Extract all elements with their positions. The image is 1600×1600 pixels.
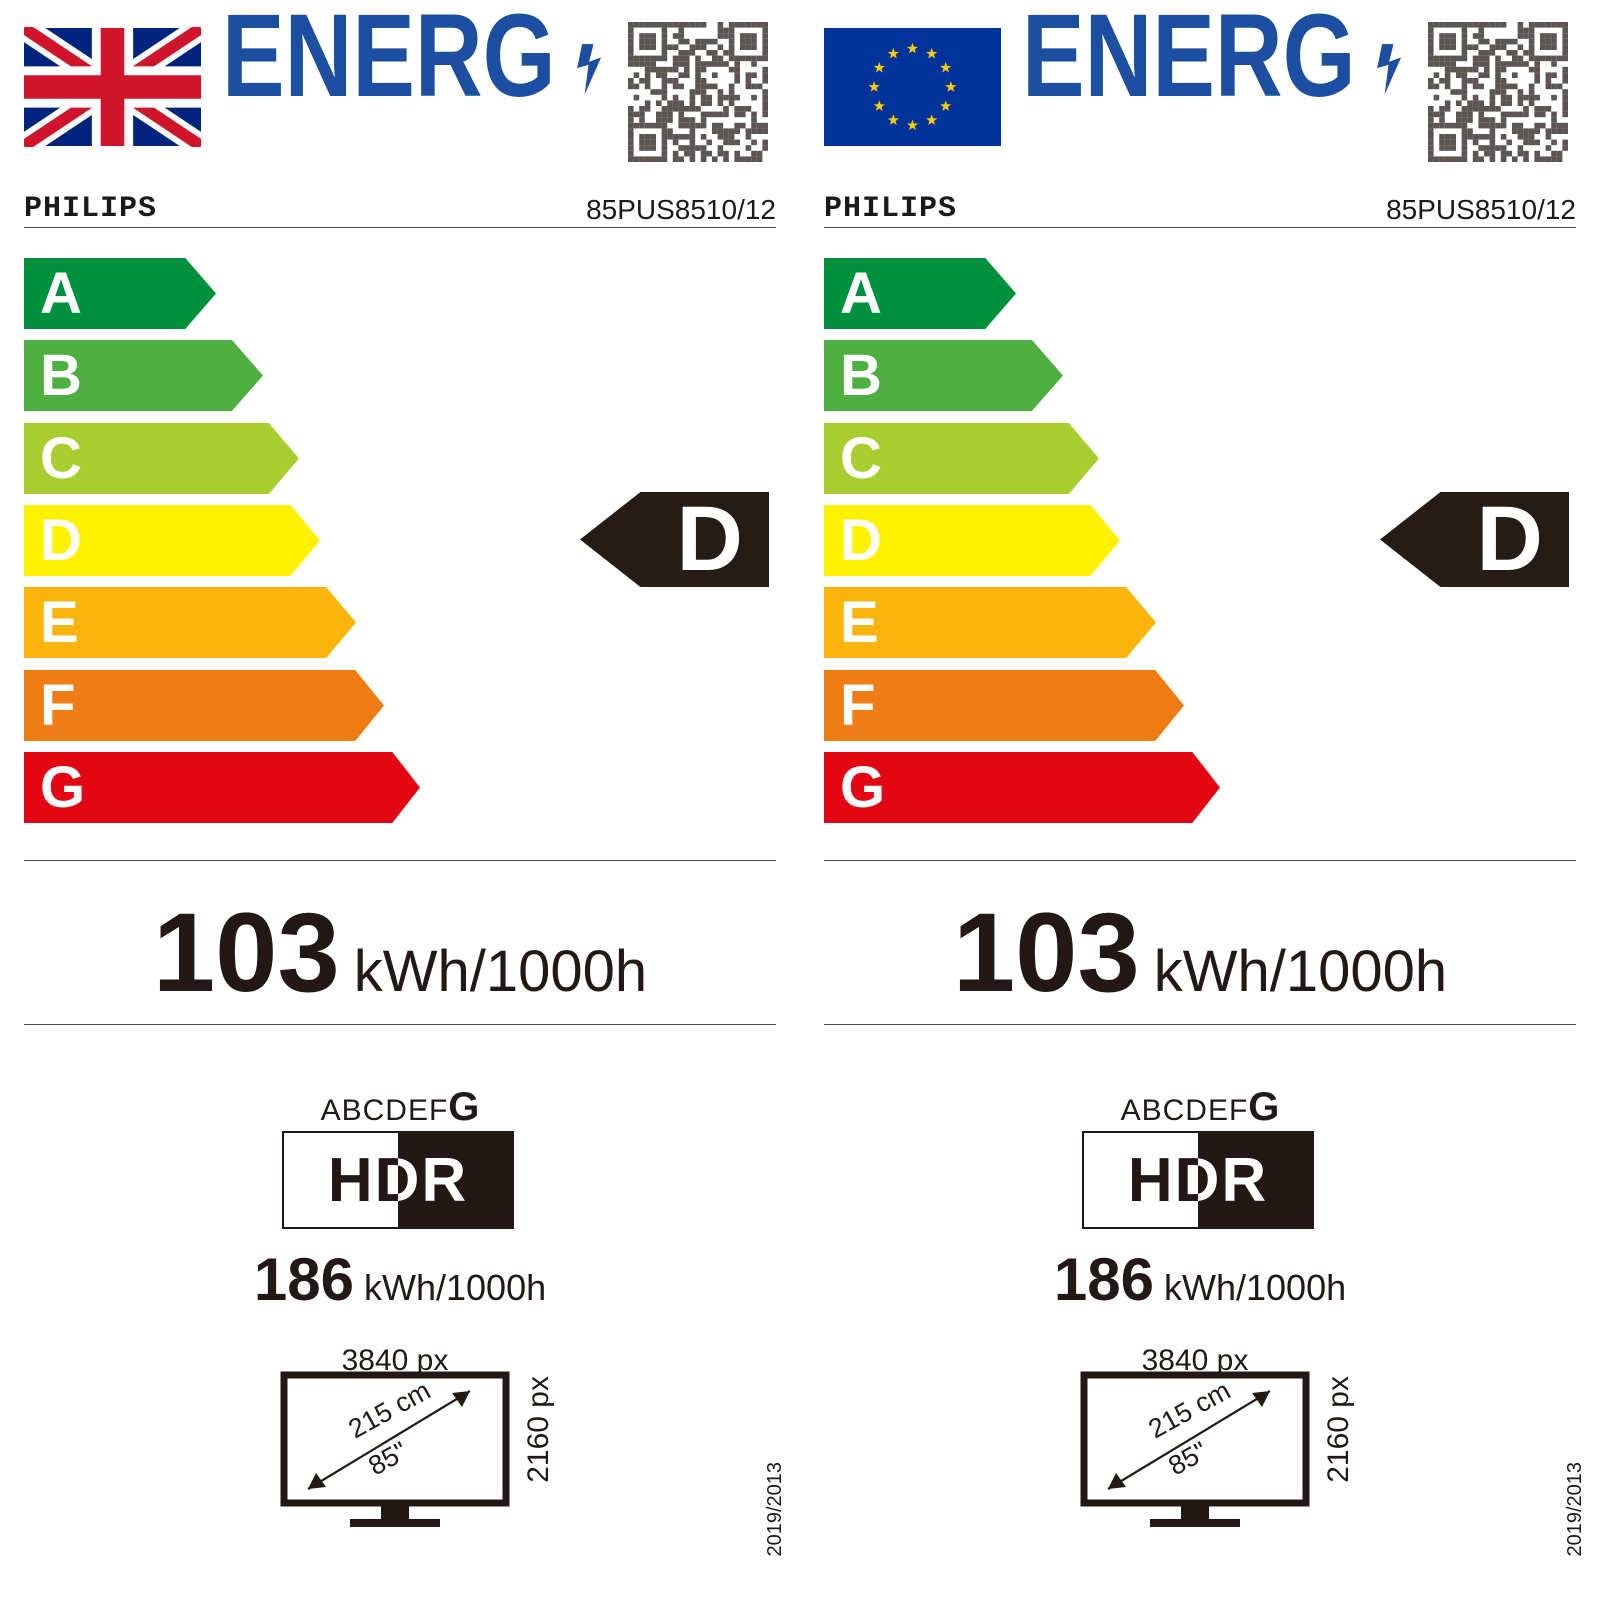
svg-text:215 cm: 215 cm: [1143, 1375, 1235, 1444]
svg-text:85": 85": [363, 1436, 412, 1481]
svg-text:85": 85": [1163, 1436, 1212, 1481]
svg-text:215 cm: 215 cm: [343, 1375, 435, 1444]
